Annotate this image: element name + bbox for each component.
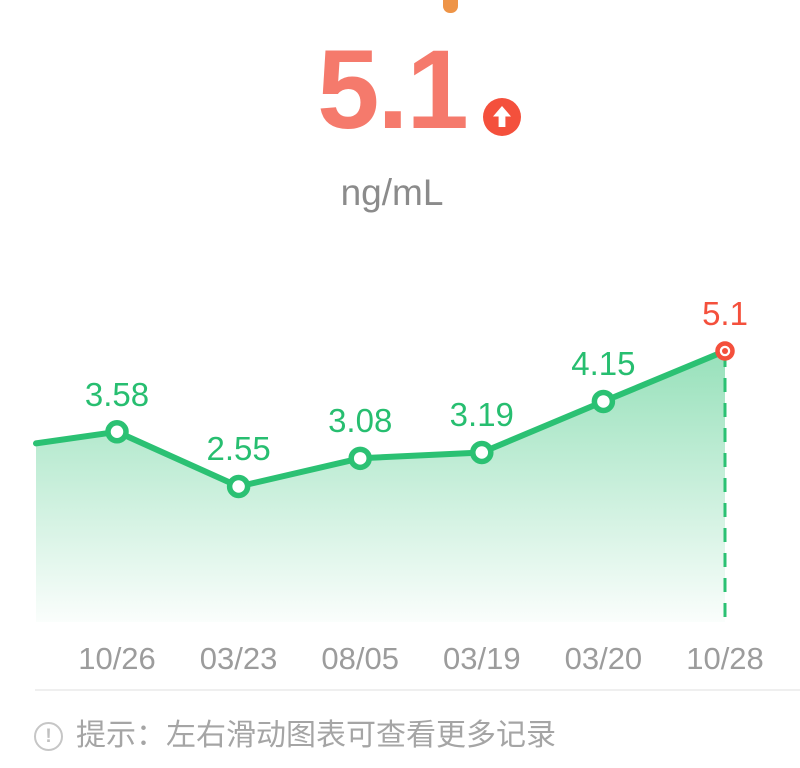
tip-row: ! 提示：左右滑动图表可查看更多记录 (34, 720, 556, 752)
trend-up-badge (483, 98, 521, 136)
divider (35, 689, 800, 691)
trend-area (36, 351, 725, 622)
data-point-marker[interactable] (105, 420, 129, 444)
data-point-marker[interactable] (470, 440, 494, 465)
data-point-marker[interactable] (226, 474, 251, 499)
exclamation-circle-icon: ! (34, 721, 63, 751)
range-pointer-fragment (443, 0, 458, 13)
data-point-marker[interactable] (348, 446, 372, 471)
latest-value: 5.1 (317, 27, 469, 152)
tip-text: 提示：左右滑动图表可查看更多记录 (76, 719, 556, 752)
data-point-marker[interactable] (591, 389, 616, 414)
highlight-point-dot (722, 347, 728, 354)
arrow-up-icon (493, 106, 511, 127)
unit-label: ng/mL (340, 172, 444, 213)
